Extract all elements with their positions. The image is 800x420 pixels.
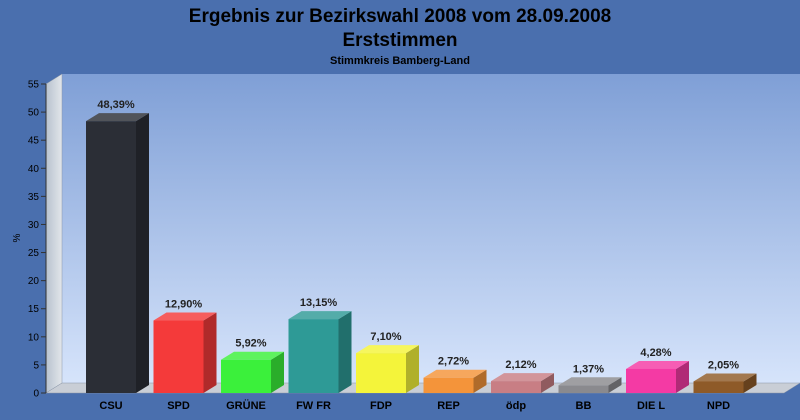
bar-die-l: 4,28%	[626, 347, 689, 393]
y-tick-label: 25	[28, 248, 40, 259]
y-axis-label: %	[12, 233, 23, 242]
y-tick-label: 10	[28, 332, 40, 343]
bar-grüne: 5,92%	[221, 338, 284, 393]
value-label: 48,39%	[97, 99, 135, 111]
bar-side	[406, 345, 419, 393]
bar-front	[221, 359, 271, 393]
chart-title: Ergebnis zur Bezirkswahl 2008 vom 28.09.…	[189, 6, 611, 27]
bar-front	[558, 385, 609, 393]
value-label: 1,37%	[573, 363, 604, 375]
bar-rep: 2,72%	[423, 356, 487, 393]
category-label: BB	[576, 400, 592, 412]
bar-top	[558, 377, 622, 386]
bar-top	[626, 360, 689, 369]
y-tick-label: 55	[28, 80, 40, 91]
bar-front	[288, 319, 339, 393]
category-label: GRÜNE	[226, 399, 266, 412]
category-label: DIE L	[637, 400, 665, 412]
y-tick-label: 45	[28, 136, 40, 147]
y-tick-label: 15	[28, 304, 40, 315]
bar-front	[423, 377, 474, 393]
bar-side	[676, 360, 689, 393]
y-tick-label: 20	[28, 276, 40, 287]
y-tick-label: 50	[28, 108, 40, 119]
bar-top	[288, 311, 352, 320]
bar-top	[693, 373, 757, 382]
bar-front	[491, 381, 541, 393]
value-label: 5,92%	[235, 338, 266, 350]
bar-side	[203, 312, 217, 393]
category-label: REP	[437, 400, 460, 412]
chart-subtitle: Erststimmen	[342, 30, 457, 51]
value-label: 12,90%	[165, 299, 203, 311]
bar-front	[86, 121, 136, 394]
value-label: 2,72%	[438, 356, 469, 368]
value-label: 4,28%	[640, 347, 671, 359]
bar-fdp: 7,10%	[356, 331, 419, 393]
y-tick-label: 30	[28, 220, 40, 231]
value-label: 2,12%	[505, 359, 536, 371]
bar-top	[491, 373, 554, 382]
category-label: NPD	[707, 400, 730, 412]
bar-fw-fr: 13,15%	[288, 297, 352, 393]
bar-front	[153, 320, 204, 393]
bar-spd: 12,90%	[153, 299, 217, 393]
value-label: 2,05%	[708, 359, 739, 371]
value-label: 7,10%	[370, 331, 401, 343]
bar-side	[608, 377, 622, 393]
bar-side	[136, 113, 149, 394]
y-tick-label: 40	[28, 164, 40, 175]
bars: 48,39% 12,90% 5,92% 13,15% 7,10% 2,72% 2,12% 1,…	[86, 99, 757, 394]
bar-front	[626, 368, 676, 393]
bar-side	[743, 373, 757, 393]
category-label: CSU	[99, 400, 122, 412]
category-label: FDP	[370, 400, 392, 412]
y-tick-label: 35	[28, 192, 40, 203]
bar-ödp: 2,12%	[491, 359, 554, 393]
y-ticks: 0 5 10 15 20 25 30 35 40 45 50 55	[28, 80, 46, 400]
bar-top	[356, 345, 419, 354]
bar-top	[86, 113, 149, 122]
bar-bb: 1,37%	[558, 363, 622, 393]
category-label: ödp	[506, 400, 526, 412]
bar-top	[221, 351, 284, 360]
bar-side	[541, 373, 554, 393]
bar-side	[473, 369, 487, 393]
plot-back-wall	[62, 74, 800, 383]
category-label: FW FR	[296, 400, 331, 412]
plot-side-wall	[45, 73, 63, 394]
bar-side	[338, 311, 352, 393]
bar-top	[153, 312, 217, 321]
bar-side	[271, 351, 284, 393]
bar-csu: 48,39%	[86, 99, 149, 394]
bar-front	[356, 353, 406, 393]
y-tick-label: 5	[33, 360, 39, 371]
category-labels: CSU SPD GRÜNE FW FR FDP REP ödp BB DIE L NPD	[99, 399, 730, 412]
category-label: SPD	[167, 400, 190, 412]
bar-npd: 2,05%	[693, 359, 757, 393]
bar-top	[423, 369, 487, 378]
chart-subheading: Stimmkreis Bamberg-Land	[330, 55, 470, 67]
y-tick-label: 0	[33, 389, 39, 400]
bar-front	[693, 381, 744, 393]
value-label: 13,15%	[300, 297, 338, 309]
